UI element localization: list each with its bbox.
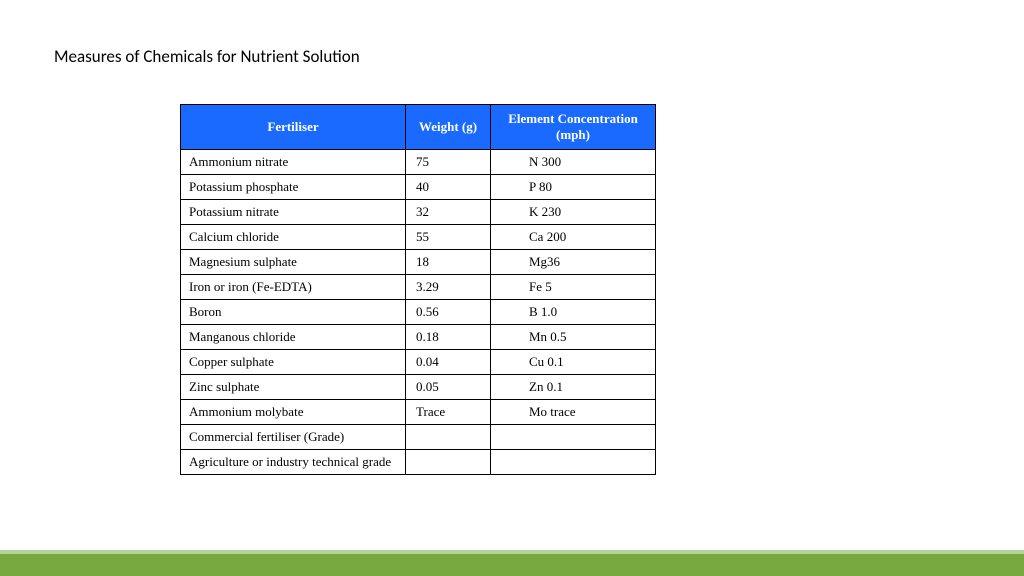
- cell-concentration: B 1.0: [491, 300, 656, 325]
- cell-concentration: K 230: [491, 200, 656, 225]
- cell-fertiliser: Ammonium molybate: [181, 400, 406, 425]
- cell-weight: 0.05: [406, 375, 491, 400]
- cell-concentration: Mg36: [491, 250, 656, 275]
- cell-weight: 0.56: [406, 300, 491, 325]
- table-row: Calcium chloride55Ca 200: [181, 225, 656, 250]
- cell-concentration: [491, 425, 656, 450]
- cell-concentration: [491, 450, 656, 475]
- cell-weight: 32: [406, 200, 491, 225]
- table-row: Agriculture or industry technical grade: [181, 450, 656, 475]
- table-row: Copper sulphate0.04Cu 0.1: [181, 350, 656, 375]
- cell-fertiliser: Agriculture or industry technical grade: [181, 450, 406, 475]
- table-row: Ammonium molybateTraceMo trace: [181, 400, 656, 425]
- footer-main-stripe: [0, 554, 1024, 576]
- slide-footer: [0, 550, 1024, 576]
- cell-fertiliser: Iron or iron (Fe-EDTA): [181, 275, 406, 300]
- cell-concentration: Ca 200: [491, 225, 656, 250]
- cell-weight: 18: [406, 250, 491, 275]
- col-header-concentration: Element Concentration (mph): [491, 105, 656, 150]
- cell-weight: 0.18: [406, 325, 491, 350]
- cell-concentration: P 80: [491, 175, 656, 200]
- cell-concentration: Cu 0.1: [491, 350, 656, 375]
- cell-fertiliser: Copper sulphate: [181, 350, 406, 375]
- cell-weight: 3.29: [406, 275, 491, 300]
- cell-fertiliser: Commercial fertiliser (Grade): [181, 425, 406, 450]
- cell-concentration: Zn 0.1: [491, 375, 656, 400]
- page-title: Measures of Chemicals for Nutrient Solut…: [54, 46, 360, 67]
- cell-weight: Trace: [406, 400, 491, 425]
- table-row: Magnesium sulphate18Mg36: [181, 250, 656, 275]
- cell-fertiliser: Potassium nitrate: [181, 200, 406, 225]
- table-body: Ammonium nitrate75N 300Potassium phospha…: [181, 150, 656, 475]
- table-row: Boron0.56B 1.0: [181, 300, 656, 325]
- cell-fertiliser: Manganous chloride: [181, 325, 406, 350]
- table-row: Zinc sulphate0.05Zn 0.1: [181, 375, 656, 400]
- cell-concentration: N 300: [491, 150, 656, 175]
- table-row: Potassium nitrate32K 230: [181, 200, 656, 225]
- table-header-row: Fertiliser Weight (g) Element Concentrat…: [181, 105, 656, 150]
- table-row: Ammonium nitrate75N 300: [181, 150, 656, 175]
- cell-fertiliser: Ammonium nitrate: [181, 150, 406, 175]
- cell-weight: [406, 450, 491, 475]
- cell-fertiliser: Magnesium sulphate: [181, 250, 406, 275]
- cell-weight: 0.04: [406, 350, 491, 375]
- cell-weight: 55: [406, 225, 491, 250]
- col-header-weight: Weight (g): [406, 105, 491, 150]
- col-header-fertiliser: Fertiliser: [181, 105, 406, 150]
- cell-fertiliser: Calcium chloride: [181, 225, 406, 250]
- cell-weight: [406, 425, 491, 450]
- table-row: Commercial fertiliser (Grade): [181, 425, 656, 450]
- cell-fertiliser: Zinc sulphate: [181, 375, 406, 400]
- cell-concentration: Mn 0.5: [491, 325, 656, 350]
- cell-fertiliser: Potassium phosphate: [181, 175, 406, 200]
- chemicals-table-container: Fertiliser Weight (g) Element Concentrat…: [180, 104, 656, 475]
- table-row: Manganous chloride0.18Mn 0.5: [181, 325, 656, 350]
- cell-fertiliser: Boron: [181, 300, 406, 325]
- cell-concentration: Fe 5: [491, 275, 656, 300]
- cell-concentration: Mo trace: [491, 400, 656, 425]
- cell-weight: 40: [406, 175, 491, 200]
- table-row: Potassium phosphate40P 80: [181, 175, 656, 200]
- table-row: Iron or iron (Fe-EDTA)3.29Fe 5: [181, 275, 656, 300]
- cell-weight: 75: [406, 150, 491, 175]
- chemicals-table: Fertiliser Weight (g) Element Concentrat…: [180, 104, 656, 475]
